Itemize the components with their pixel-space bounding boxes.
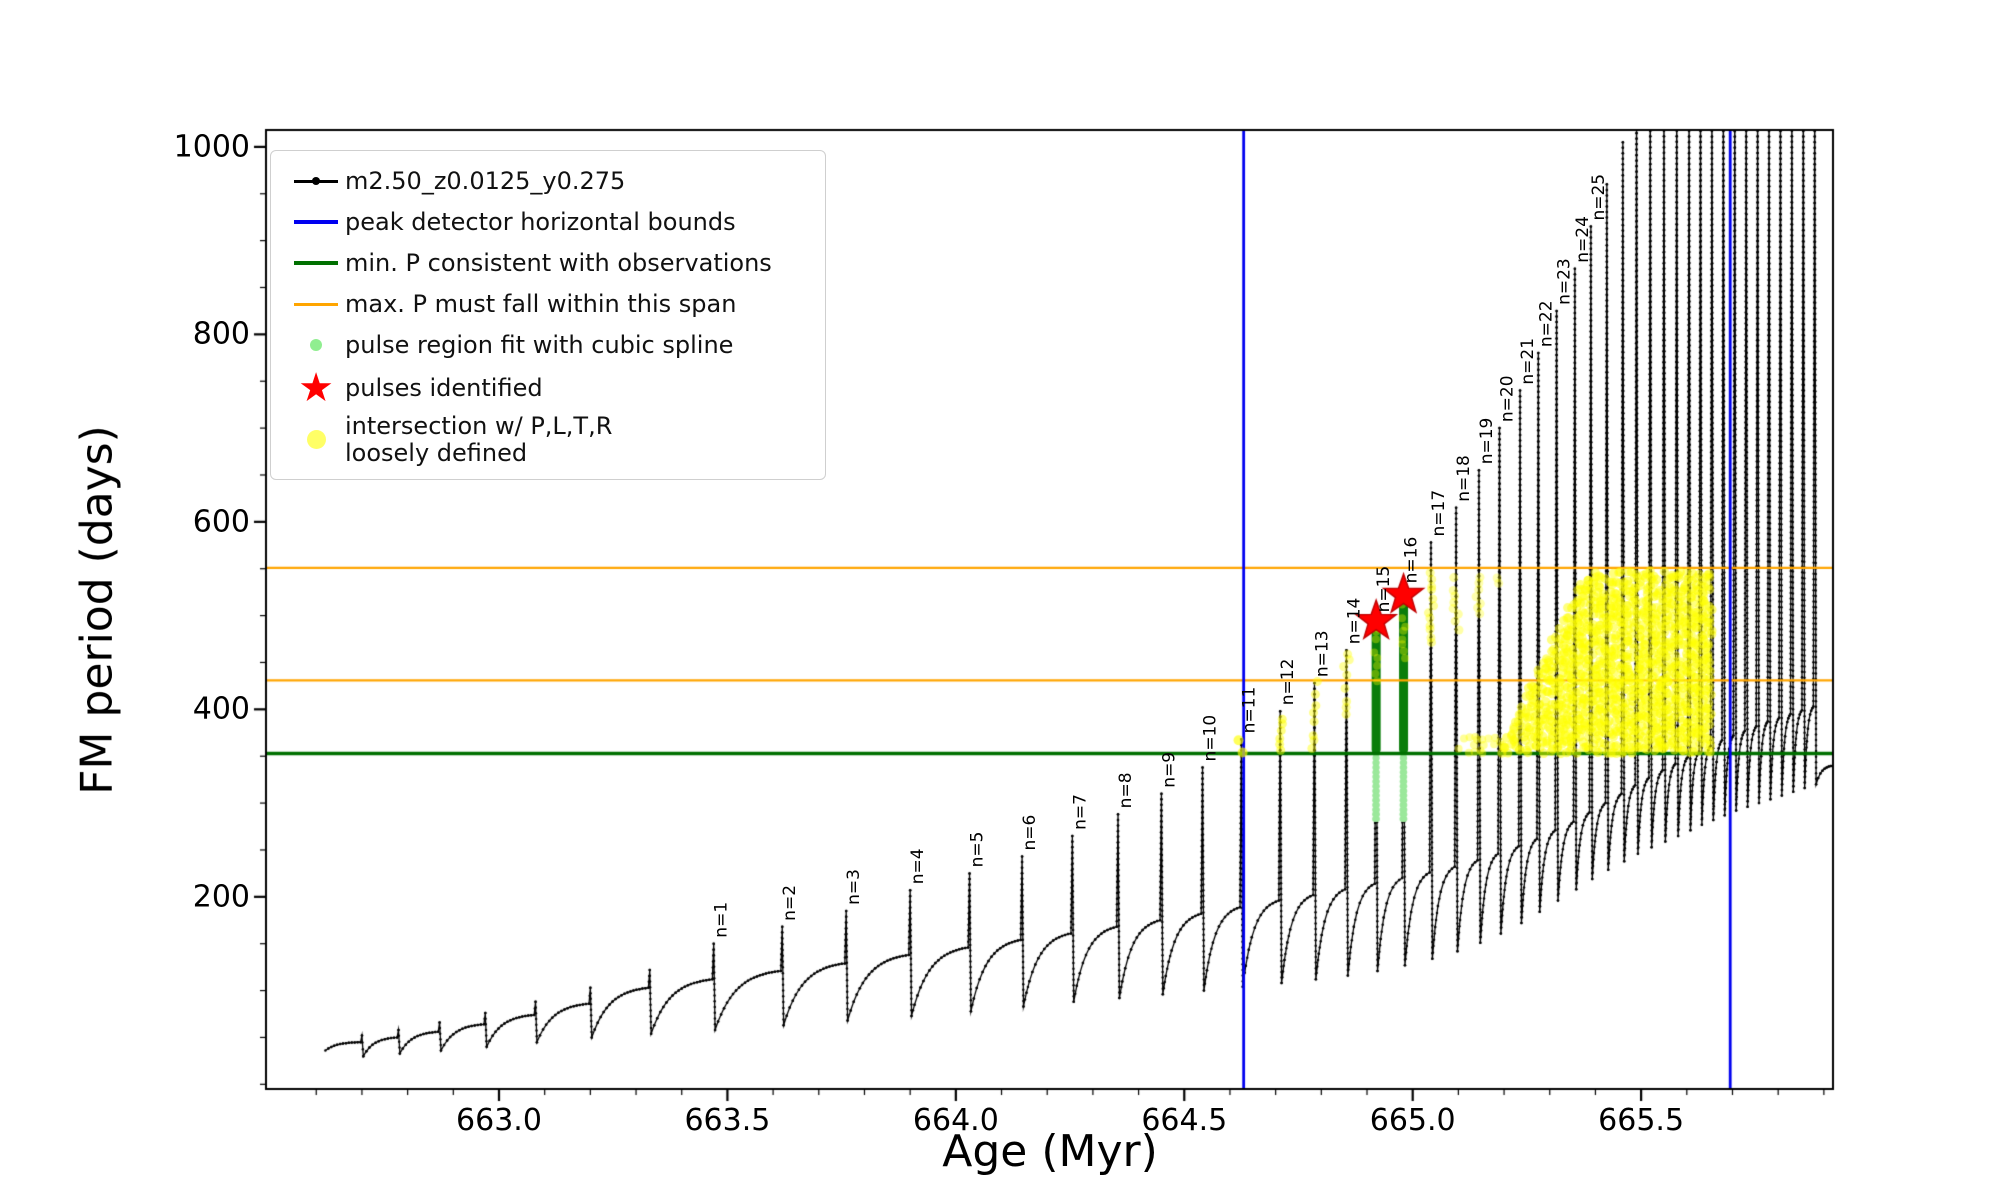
pulse-label-n-1: n=1 xyxy=(711,901,732,938)
legend-item-intersection: intersection w/ P,L,T,R loosely defined xyxy=(287,413,809,467)
legend-label: intersection w/ P,L,T,R loosely defined xyxy=(345,412,613,467)
legend-item-track: m2.50_z0.0125_y0.275 xyxy=(287,163,809,199)
x-tick-label: 663.0 xyxy=(456,1103,542,1138)
legend-item-min-p: min. P consistent with observations xyxy=(287,245,809,281)
legend-label: max. P must fall within this span xyxy=(345,289,737,318)
x-tick-label: 664.0 xyxy=(912,1103,999,1138)
x-tick-label: 663.5 xyxy=(684,1103,771,1138)
pulse-label-n-11: n=11 xyxy=(1239,686,1260,734)
legend-item-peak-bounds: peak detector horizontal bounds xyxy=(287,204,809,240)
pulse-label-n-7: n=7 xyxy=(1070,794,1091,830)
pulse-label-n-15: n=15 xyxy=(1374,565,1395,613)
legend-label: peak detector horizontal bounds xyxy=(345,207,736,236)
pulse-label-n-19: n=19 xyxy=(1476,417,1497,465)
pulse-label-n-25: n=25 xyxy=(1588,173,1609,221)
blue-line-marker-icon xyxy=(287,220,345,224)
orange-line-marker-icon xyxy=(287,302,345,306)
pulse-label-n-22: n=22 xyxy=(1536,300,1557,348)
pulse-label-n-21: n=21 xyxy=(1518,337,1539,385)
pulse-label-n-10: n=10 xyxy=(1200,714,1221,762)
legend-label: pulse region fit with cubic spline xyxy=(345,330,734,359)
y-tick-label: 400 xyxy=(192,691,250,727)
legend-item-max-p-span: max. P must fall within this span xyxy=(287,286,809,322)
pulse-label-n-12: n=12 xyxy=(1278,658,1299,706)
pulse-label-n-6: n=6 xyxy=(1020,814,1041,851)
legend: m2.50_z0.0125_y0.275 peak detector horiz… xyxy=(270,150,826,480)
lightgreen-dot-marker-icon xyxy=(287,339,345,351)
x-tick-label: 664.5 xyxy=(1141,1103,1228,1138)
y-tick-label: 200 xyxy=(192,879,250,915)
green-line-marker-icon xyxy=(287,261,345,265)
pulse-label-n-4: n=4 xyxy=(908,848,929,885)
pulse-label-n-2: n=2 xyxy=(780,884,801,921)
x-axis-label: Age (Myr) xyxy=(942,1126,1158,1177)
pulse-label-n-3: n=3 xyxy=(844,869,865,905)
pulse-label-n-5: n=5 xyxy=(967,831,988,868)
pulse-label-n-14: n=14 xyxy=(1344,597,1365,645)
pulse-label-n-8: n=8 xyxy=(1116,772,1137,809)
pulse-label-n-24: n=24 xyxy=(1572,216,1593,263)
red-star-marker-icon: ★ xyxy=(298,365,334,411)
y-axis-label: FM period (days) xyxy=(71,425,123,795)
y-tick-label: 600 xyxy=(192,504,250,540)
y-tick-label: 1000 xyxy=(173,129,250,165)
legend-label: min. P consistent with observations xyxy=(345,248,772,277)
x-tick-label: 665.5 xyxy=(1598,1103,1685,1138)
yellow-dot-marker-icon xyxy=(287,430,345,450)
legend-item-pulses-identified: ★ pulses identified xyxy=(287,368,809,408)
legend-label: m2.50_z0.0125_y0.275 xyxy=(345,166,626,195)
pulse-label-n-18: n=18 xyxy=(1454,455,1475,502)
pulse-label-n-16: n=16 xyxy=(1401,536,1422,584)
legend-item-spline-fit: pulse region fit with cubic spline xyxy=(287,327,809,363)
pulse-label-n-13: n=13 xyxy=(1312,630,1333,678)
legend-label: pulses identified xyxy=(345,373,543,402)
pulse-label-n-23: n=23 xyxy=(1554,258,1575,305)
y-tick-label: 800 xyxy=(192,316,250,352)
x-tick-label: 665.0 xyxy=(1369,1103,1456,1138)
pulse-label-n-9: n=9 xyxy=(1159,751,1180,788)
pulse-label-n-17: n=17 xyxy=(1428,489,1449,537)
pulse-label-n-20: n=20 xyxy=(1497,375,1518,423)
track-line-marker-icon xyxy=(287,177,345,185)
